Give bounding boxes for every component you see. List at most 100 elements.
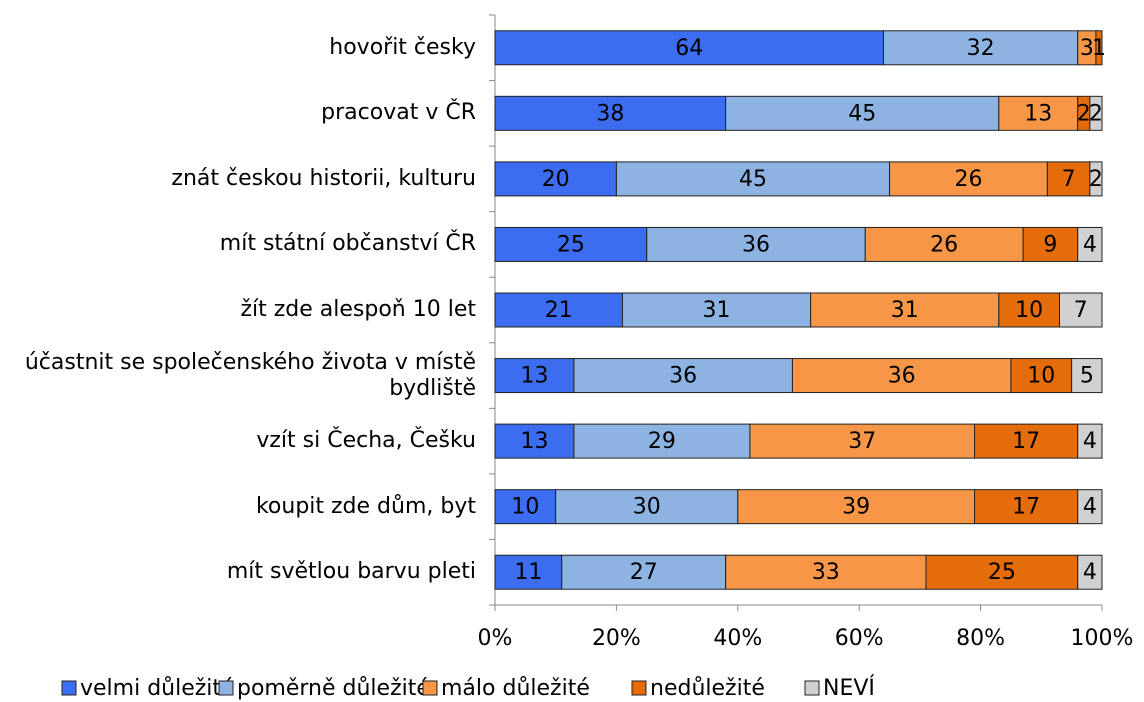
data-label: 26 <box>930 232 958 257</box>
bar-segment <box>561 554 727 590</box>
bar-segment <box>1059 292 1103 328</box>
data-label: 29 <box>648 429 676 454</box>
data-label: 4 <box>1083 560 1097 585</box>
bar-segment <box>494 30 884 66</box>
data-label: 13 <box>520 429 548 454</box>
data-label: 10 <box>1027 364 1055 389</box>
data-label: 2 <box>1089 167 1103 192</box>
legend-swatch <box>422 680 438 696</box>
data-label: 17 <box>1012 495 1040 520</box>
bar-segment <box>494 489 557 525</box>
legend-label: málo důležité <box>441 676 590 701</box>
bar-segment <box>737 489 976 525</box>
data-label: 36 <box>669 364 697 389</box>
data-label: 45 <box>848 101 876 126</box>
data-label: 5 <box>1080 364 1094 389</box>
data-label: 1 <box>1092 36 1106 61</box>
bar-segment <box>494 95 727 131</box>
data-label: 31 <box>703 298 731 323</box>
category-label: hovořit česky <box>329 34 476 60</box>
legend-swatch <box>61 680 77 696</box>
bar-segment <box>1077 554 1103 590</box>
bar-segment <box>1077 423 1103 459</box>
bar-segment <box>791 358 1012 394</box>
data-label: 17 <box>1012 429 1040 454</box>
bar-segment <box>1095 30 1103 66</box>
bar-segment <box>889 161 1048 197</box>
bar-segment <box>494 358 575 394</box>
data-label: 27 <box>630 560 658 585</box>
data-label: 31 <box>891 298 919 323</box>
legend-label: NEVÍ <box>823 675 875 701</box>
data-label: 21 <box>545 298 573 323</box>
bar-segment <box>573 358 793 394</box>
category-label: účastnit se společenského života v místě… <box>24 349 476 401</box>
legend-label: nedůležité <box>650 676 765 701</box>
bar-segment <box>494 554 563 590</box>
bar-segment <box>749 423 976 459</box>
x-tick-label: 40% <box>713 626 762 651</box>
data-label: 30 <box>633 495 661 520</box>
category-label: pracovat v ČR <box>321 100 476 126</box>
category-label: žít zde alespoň 10 let <box>240 297 476 322</box>
x-tick-label: 0% <box>478 626 513 651</box>
data-label: 4 <box>1083 232 1097 257</box>
data-label: 13 <box>1024 101 1052 126</box>
data-label: 45 <box>739 167 767 192</box>
category-label: koupit zde dům, byt <box>255 493 476 519</box>
data-label: 10 <box>1015 298 1043 323</box>
data-label: 10 <box>511 495 539 520</box>
bar-segment <box>974 489 1079 525</box>
bar-segment <box>1077 226 1103 262</box>
bar-segment <box>1022 226 1079 262</box>
bar-segment <box>494 423 575 459</box>
data-label: 37 <box>848 429 876 454</box>
bar-segment <box>882 30 1079 66</box>
data-label: 4 <box>1083 429 1097 454</box>
bar-segment <box>974 423 1079 459</box>
category-label: vzít si Čecha, Češku <box>256 428 476 454</box>
bar-segment <box>621 292 812 328</box>
data-label: 3 <box>1080 36 1094 61</box>
x-tick-label: 20% <box>592 626 641 651</box>
data-label: 2 <box>1077 101 1091 126</box>
data-label: 36 <box>742 232 770 257</box>
data-label: 11 <box>514 560 542 585</box>
bar-segment <box>1089 95 1103 131</box>
legend-swatch <box>218 680 234 696</box>
data-label: 2 <box>1089 101 1103 126</box>
data-label: 26 <box>954 167 982 192</box>
bar-segment <box>1010 358 1073 394</box>
data-label: 33 <box>812 560 840 585</box>
category-label: znát českou historii, kulturu <box>171 165 476 191</box>
legend-swatch <box>631 680 647 696</box>
legend-swatch <box>804 680 820 696</box>
x-tick-label: 100% <box>1071 626 1134 651</box>
data-label: 20 <box>542 167 570 192</box>
category-label: mít státní občanství ČR <box>219 231 476 257</box>
bar-segment <box>1071 358 1103 394</box>
x-tick-label: 80% <box>956 626 1005 651</box>
data-label: 64 <box>675 36 703 61</box>
data-label: 32 <box>967 36 995 61</box>
bar-segment <box>494 161 617 197</box>
data-label: 9 <box>1043 232 1057 257</box>
data-label: 25 <box>557 232 585 257</box>
x-tick-label: 60% <box>835 626 884 651</box>
category-label: mít světlou barvu pleti <box>226 559 476 585</box>
bar-segment <box>615 161 891 197</box>
bar-segment <box>725 95 1000 131</box>
bar-segment <box>555 489 739 525</box>
data-label: 7 <box>1062 167 1076 192</box>
legend-label: poměrně důležité <box>237 676 430 701</box>
bar-segment <box>494 226 648 262</box>
bar-segment <box>573 423 751 459</box>
data-label: 36 <box>888 364 916 389</box>
bar-segment <box>925 554 1079 590</box>
bar-segment <box>864 226 1024 262</box>
data-label: 13 <box>520 364 548 389</box>
bar-segment <box>998 95 1079 131</box>
data-label: 38 <box>596 101 624 126</box>
